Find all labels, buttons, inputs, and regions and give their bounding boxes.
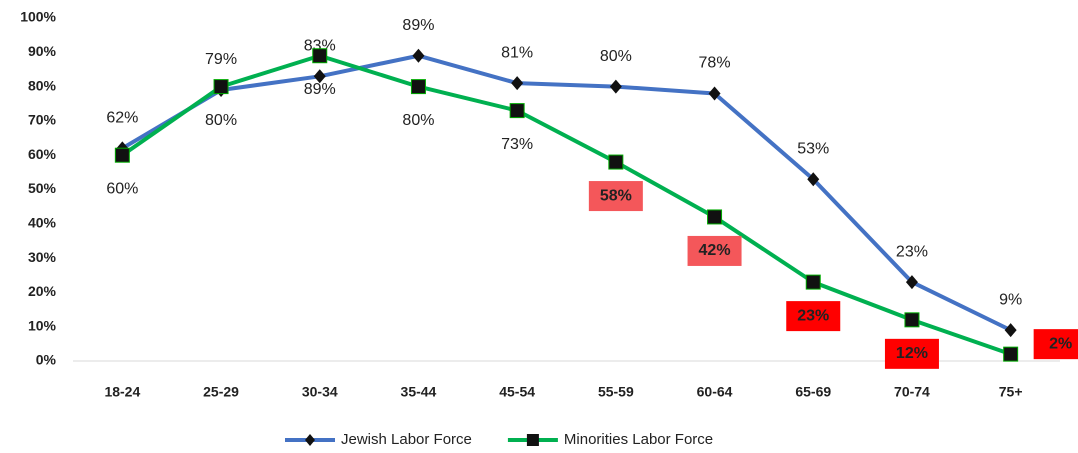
data-label: 73% xyxy=(501,136,533,153)
label-highlight xyxy=(884,338,939,369)
label-highlight xyxy=(786,301,841,332)
x-tick-label: 18-24 xyxy=(104,384,140,400)
point xyxy=(707,209,723,225)
legend-label: Jewish Labor Force xyxy=(341,431,472,448)
point xyxy=(609,79,622,94)
legend-label: Minorities Labor Force xyxy=(564,431,713,448)
point xyxy=(708,86,721,101)
point xyxy=(904,312,920,328)
data-label: 58% xyxy=(600,187,632,204)
label-highlight xyxy=(588,181,643,212)
data-label: 83% xyxy=(304,38,336,55)
x-tick-label: 70-74 xyxy=(894,384,930,400)
x-tick-label: 45-54 xyxy=(499,384,535,400)
data-label: 9% xyxy=(999,291,1022,308)
data-label: 79% xyxy=(205,51,237,68)
y-tick-label: 30% xyxy=(28,249,57,265)
y-tick-label: 20% xyxy=(28,283,57,299)
data-label: 60% xyxy=(106,180,138,197)
point xyxy=(1003,346,1019,362)
point xyxy=(807,172,820,187)
point xyxy=(213,79,229,95)
y-tick-label: 50% xyxy=(28,180,57,196)
point xyxy=(312,48,328,64)
point xyxy=(1004,323,1017,338)
data-label: 80% xyxy=(600,48,632,65)
data-label: 12% xyxy=(896,345,928,362)
data-label: 2% xyxy=(1049,335,1072,352)
point xyxy=(410,79,426,95)
data-label: 80% xyxy=(205,112,237,129)
series-line xyxy=(121,53,1012,332)
point xyxy=(114,147,130,163)
y-tick-label: 60% xyxy=(28,146,57,162)
point xyxy=(313,69,326,84)
legend-marker xyxy=(305,434,315,446)
point xyxy=(805,274,821,290)
x-tick-label: 65-69 xyxy=(795,384,831,400)
data-label: 81% xyxy=(501,44,533,61)
data-label: 53% xyxy=(797,140,829,157)
data-label: 80% xyxy=(402,112,434,129)
y-tick-label: 70% xyxy=(28,112,57,128)
data-label: 62% xyxy=(106,110,138,127)
data-label: 89% xyxy=(304,81,336,98)
x-tick-label: 55-59 xyxy=(598,384,634,400)
data-label: 23% xyxy=(896,243,928,260)
y-tick-label: 40% xyxy=(28,215,57,231)
y-tick-label: 10% xyxy=(28,317,57,333)
x-tick-label: 60-64 xyxy=(697,384,733,400)
x-tick-label: 75+ xyxy=(999,384,1023,400)
point xyxy=(509,103,525,119)
data-label: 23% xyxy=(797,307,829,324)
series-line xyxy=(121,53,1012,357)
data-label: 42% xyxy=(699,242,731,259)
x-tick-label: 30-34 xyxy=(302,384,338,400)
y-tick-label: 80% xyxy=(28,77,57,93)
label-highlight xyxy=(687,235,742,266)
y-tick-label: 0% xyxy=(36,352,57,368)
point xyxy=(905,275,918,290)
point xyxy=(608,154,624,170)
label-highlight xyxy=(1033,329,1078,360)
y-tick-label: 90% xyxy=(28,43,57,59)
point xyxy=(511,76,524,91)
x-tick-label: 35-44 xyxy=(401,384,437,400)
y-tick-label: 100% xyxy=(20,9,56,25)
point xyxy=(412,48,425,63)
legend-marker xyxy=(526,434,539,446)
data-label: 89% xyxy=(402,17,434,34)
data-label: 78% xyxy=(699,55,731,72)
x-tick-label: 25-29 xyxy=(203,384,239,400)
